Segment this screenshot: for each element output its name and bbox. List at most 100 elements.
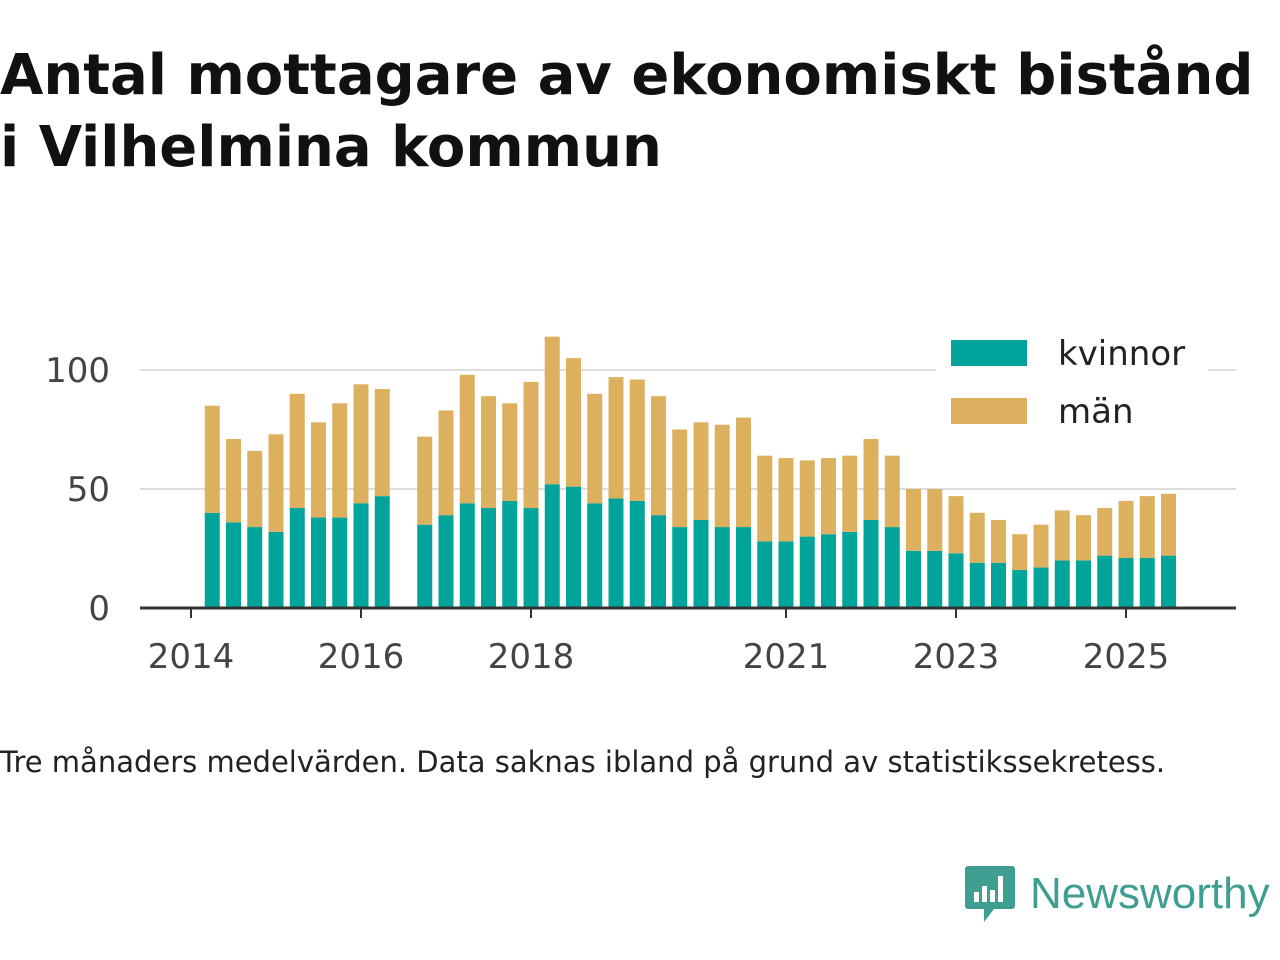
bar-kvinnor: [459, 503, 475, 608]
bar-kvinnor: [799, 536, 815, 608]
bar-group: [693, 422, 709, 608]
bar-group: [1076, 515, 1091, 608]
bar-group: [1161, 493, 1176, 608]
bar-kvinnor: [311, 517, 326, 608]
bar-kvinnor: [1097, 555, 1113, 608]
x-tick-label: 2025: [1083, 637, 1170, 677]
bar-man: [757, 455, 773, 542]
bar-kvinnor: [566, 486, 581, 608]
bar-man: [311, 422, 326, 518]
bar-group: [438, 410, 454, 608]
bar-group: [1097, 508, 1113, 608]
bar-group: [672, 429, 688, 608]
bar-kvinnor: [1012, 569, 1028, 608]
bar-kvinnor: [502, 500, 518, 608]
bar-group: [353, 384, 369, 608]
bar-group: [821, 458, 836, 608]
bar-kvinnor: [353, 503, 369, 608]
bar-man: [1076, 515, 1091, 561]
bar-man: [948, 496, 964, 554]
y-tick-label: 50: [67, 470, 110, 510]
bar-group: [1012, 534, 1028, 608]
y-tick-label: 100: [45, 351, 110, 391]
bar-man: [863, 439, 879, 520]
bar-man: [268, 434, 284, 532]
bar-man: [374, 389, 390, 497]
bar-group: [736, 417, 751, 608]
bar-man: [969, 512, 985, 563]
bar-group: [204, 405, 220, 608]
bar-kvinnor: [969, 562, 985, 608]
bar-kvinnor: [863, 519, 879, 608]
bar-kvinnor: [1076, 560, 1091, 608]
bar-man: [587, 393, 603, 504]
bar-group: [991, 519, 1006, 608]
bar-kvinnor: [991, 562, 1006, 608]
bar-man: [906, 489, 921, 551]
bar-group: [226, 439, 241, 608]
x-tick-label: 2016: [318, 637, 405, 677]
bar-group: [608, 377, 624, 608]
bar-group: [757, 455, 773, 608]
bar-man: [842, 455, 858, 532]
bar-kvinnor: [1118, 558, 1134, 608]
bar-group: [948, 496, 964, 608]
x-tick-label: 2023: [913, 637, 1000, 677]
bars: [204, 336, 1176, 608]
bar-kvinnor: [948, 553, 964, 608]
bar-man: [1012, 534, 1028, 570]
bar-group: [459, 374, 475, 608]
bar-kvinnor: [714, 527, 730, 608]
bar-group: [1118, 500, 1134, 608]
bar-man: [608, 377, 624, 499]
legend-swatch-kvinnor: [951, 340, 1027, 366]
bar-man: [651, 396, 666, 516]
bar-group: [969, 512, 985, 608]
bar-kvinnor: [821, 534, 836, 608]
bar-man: [1118, 500, 1134, 559]
bar-group: [651, 396, 666, 608]
bar-group: [863, 439, 879, 608]
bar-kvinnor: [587, 503, 603, 608]
x-tick-label: 2014: [148, 637, 235, 677]
brand-logo: Newsworthy: [964, 864, 1270, 924]
bar-group: [544, 336, 560, 608]
chart-title: Antal mottagare av ekonomiskt bistånd i …: [0, 43, 1254, 180]
bar-man: [693, 422, 709, 520]
legend-swatch-man: [951, 398, 1027, 424]
bar-kvinnor: [374, 496, 390, 608]
legend: kvinnor män: [936, 330, 1208, 442]
bar-man: [1097, 508, 1113, 556]
bar-man: [459, 374, 475, 504]
chart: 0 50 100 2014 2016 2018 2021 2023 2025 kvinnor mä…: [45, 330, 1236, 677]
bar-group: [247, 450, 263, 608]
bar-man: [332, 403, 348, 518]
bar-kvinnor: [1054, 560, 1070, 608]
bar-man: [353, 384, 369, 504]
bar-man: [991, 519, 1006, 563]
bar-kvinnor: [608, 498, 624, 608]
bar-group: [587, 393, 603, 608]
axes: 0 50 100 2014 2016 2018 2021 2023 2025: [45, 351, 1236, 677]
bar-group: [289, 393, 305, 608]
bar-man: [714, 424, 730, 528]
bar-group: [502, 403, 518, 608]
bar-group: [523, 381, 539, 608]
bar-man: [544, 336, 560, 485]
bar-man: [736, 417, 751, 528]
bar-man: [204, 405, 220, 513]
bar-man: [1033, 524, 1049, 568]
bar-group: [1033, 524, 1049, 608]
bar-man: [629, 379, 645, 501]
bar-man: [821, 458, 836, 535]
bar-kvinnor: [247, 527, 263, 608]
bar-group: [417, 436, 433, 608]
bar-kvinnor: [481, 508, 496, 608]
bar-kvinnor: [438, 515, 454, 608]
bar-group: [629, 379, 645, 608]
bar-group: [481, 396, 496, 608]
footnote: Tre månaders medelvärden. Data saknas ib…: [0, 745, 1166, 779]
bar-group: [1139, 496, 1155, 608]
bar-kvinnor: [884, 527, 900, 608]
bar-man: [1161, 493, 1176, 556]
